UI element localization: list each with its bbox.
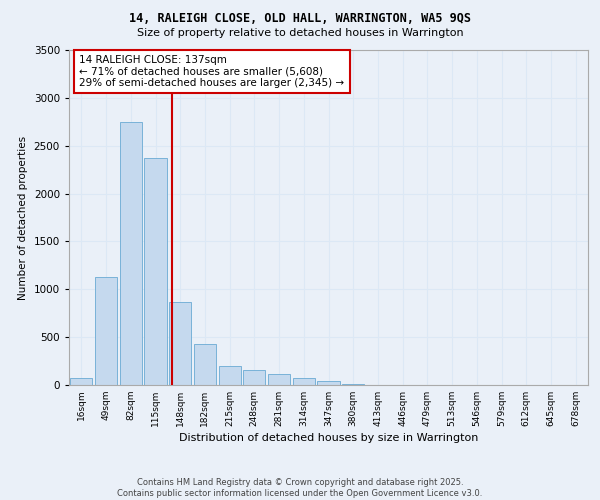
Text: Size of property relative to detached houses in Warrington: Size of property relative to detached ho… <box>137 28 463 38</box>
Bar <box>119 122 142 385</box>
Bar <box>95 277 117 385</box>
Bar <box>145 158 167 385</box>
Bar <box>268 374 290 385</box>
Bar <box>169 302 191 385</box>
X-axis label: Distribution of detached houses by size in Warrington: Distribution of detached houses by size … <box>179 433 478 443</box>
Bar <box>243 370 265 385</box>
Bar <box>317 381 340 385</box>
Bar <box>342 384 364 385</box>
Bar <box>194 344 216 385</box>
Bar <box>293 378 315 385</box>
Text: 14, RALEIGH CLOSE, OLD HALL, WARRINGTON, WA5 9QS: 14, RALEIGH CLOSE, OLD HALL, WARRINGTON,… <box>129 12 471 26</box>
Text: 14 RALEIGH CLOSE: 137sqm
← 71% of detached houses are smaller (5,608)
29% of sem: 14 RALEIGH CLOSE: 137sqm ← 71% of detach… <box>79 55 344 88</box>
Text: Contains HM Land Registry data © Crown copyright and database right 2025.
Contai: Contains HM Land Registry data © Crown c… <box>118 478 482 498</box>
Bar <box>218 366 241 385</box>
Y-axis label: Number of detached properties: Number of detached properties <box>18 136 28 300</box>
Bar <box>70 378 92 385</box>
